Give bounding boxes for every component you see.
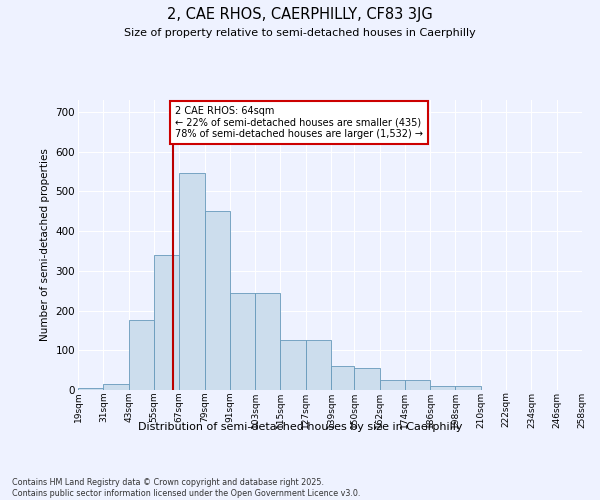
Bar xyxy=(255,292,280,390)
Bar xyxy=(455,386,481,390)
Y-axis label: Number of semi-detached properties: Number of semi-detached properties xyxy=(40,148,50,342)
Text: 2, CAE RHOS, CAERPHILLY, CF83 3JG: 2, CAE RHOS, CAERPHILLY, CF83 3JG xyxy=(167,8,433,22)
Bar xyxy=(103,384,128,390)
Text: Contains HM Land Registry data © Crown copyright and database right 2025.
Contai: Contains HM Land Registry data © Crown c… xyxy=(12,478,361,498)
Bar xyxy=(154,255,179,390)
Bar xyxy=(354,368,380,390)
Text: Distribution of semi-detached houses by size in Caerphilly: Distribution of semi-detached houses by … xyxy=(138,422,462,432)
Bar xyxy=(306,340,331,390)
Bar xyxy=(331,366,354,390)
Bar xyxy=(128,320,154,390)
Bar xyxy=(280,340,306,390)
Bar xyxy=(78,388,103,390)
Bar xyxy=(430,386,455,390)
Bar xyxy=(205,211,230,390)
Bar xyxy=(179,174,205,390)
Bar xyxy=(230,292,255,390)
Text: Size of property relative to semi-detached houses in Caerphilly: Size of property relative to semi-detach… xyxy=(124,28,476,38)
Text: 2 CAE RHOS: 64sqm
← 22% of semi-detached houses are smaller (435)
78% of semi-de: 2 CAE RHOS: 64sqm ← 22% of semi-detached… xyxy=(175,106,423,139)
Bar xyxy=(405,380,430,390)
Bar xyxy=(380,380,405,390)
